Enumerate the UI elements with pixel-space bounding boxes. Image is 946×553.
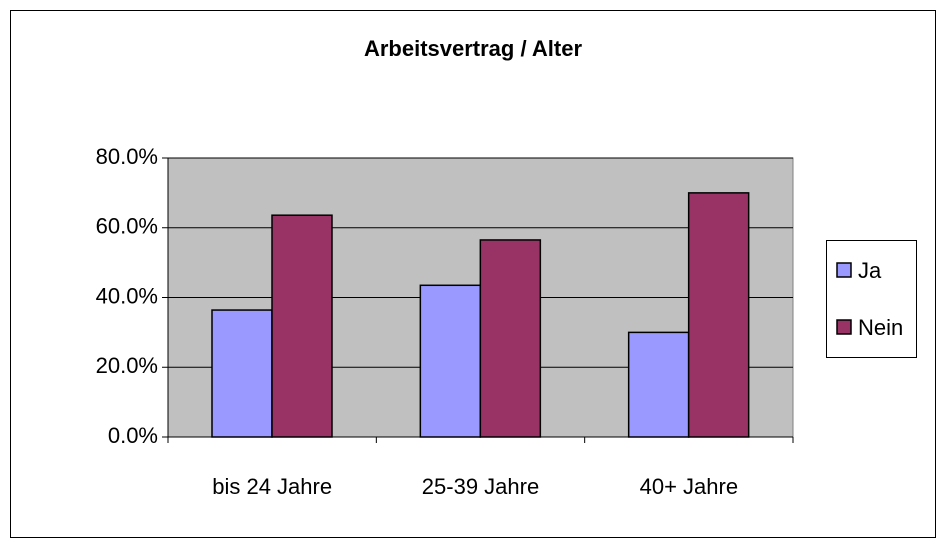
- bar: [687, 192, 750, 438]
- x-tick-label: 40+ Jahre: [640, 474, 738, 499]
- bar: [627, 331, 690, 438]
- bar: [211, 309, 273, 438]
- chart-title: Arbeitsvertrag / Alter: [364, 36, 582, 61]
- bar: [271, 214, 333, 438]
- legend-swatch: [836, 262, 852, 278]
- y-tick-label: 0.0%: [108, 423, 158, 448]
- x-tick-label: 25-39 Jahre: [422, 474, 539, 499]
- legend-label: Nein: [858, 315, 903, 340]
- y-tick-label: 20.0%: [96, 353, 158, 378]
- bar: [419, 284, 482, 438]
- y-tick-label: 80.0%: [96, 144, 158, 169]
- x-tick-label: bis 24 Jahre: [212, 474, 332, 499]
- legend-swatch: [836, 319, 852, 335]
- legend-label: Ja: [858, 258, 882, 283]
- legend-box: [826, 240, 917, 358]
- y-tick-label: 40.0%: [96, 283, 158, 308]
- y-tick-label: 60.0%: [96, 214, 158, 239]
- bar: [479, 239, 542, 438]
